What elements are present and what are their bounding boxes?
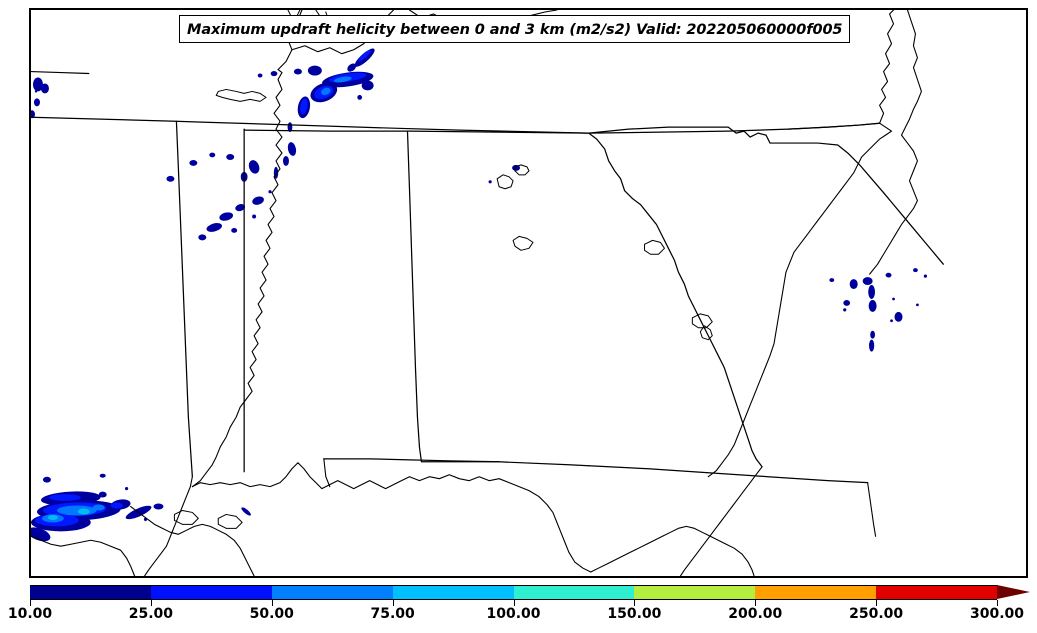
colorbar-tick-label: 150.00: [607, 606, 662, 622]
colorbar-tick: [392, 600, 394, 606]
coastline-texas-louisiana: [31, 535, 136, 576]
border-louisiana-mississippi: [143, 476, 193, 576]
coastline-louisiana-delta: [130, 505, 255, 576]
border-georgia-south-carolina: [588, 132, 763, 468]
colorbar-overflow-arrow: [997, 585, 1030, 599]
colorbar-tick: [150, 600, 152, 606]
coastline-gulf: [191, 462, 755, 576]
coastline-georgia-florida: [679, 466, 763, 576]
coastline-florida-atlantic-upper: [867, 482, 877, 537]
colorbar-tick-label: 100.00: [486, 606, 541, 622]
colorbar-segment: [392, 585, 514, 600]
colorbar-tick: [271, 600, 273, 606]
colorbar-segment: [30, 585, 151, 600]
border-alabama-georgia: [406, 130, 590, 467]
border-arkansas-louisiana-east: [175, 120, 193, 478]
colorbar-tick: [634, 600, 636, 606]
inland-water-features: [173, 10, 713, 529]
colorbar-tick: [876, 600, 878, 606]
map-panel: Maximum updraft helicity between 0 and 3…: [29, 8, 1028, 578]
coastline-chesapeake-west: [879, 10, 895, 124]
data-cell-group-isolated: [241, 164, 521, 516]
data-cell-group-gulf-coast: [31, 473, 164, 542]
border-tennessee-south: [243, 129, 590, 134]
colorbar-segment: [513, 585, 635, 600]
colorbar-tick-label: 25.00: [128, 606, 174, 622]
data-cell-group-carolina-offshore: [829, 268, 927, 352]
border-florida-north-west: [323, 458, 500, 463]
border-virginia-north-carolina: [787, 122, 881, 130]
colorbar-tick-label: 10.00: [7, 606, 53, 622]
colorbar-segment: [271, 585, 393, 600]
colorbar-tick-label: 250.00: [849, 606, 904, 622]
colorbar-tick: [755, 600, 757, 606]
figure-title-box: Maximum updraft helicity between 0 and 3…: [179, 15, 851, 43]
border-florida-west: [323, 458, 331, 488]
colorbar-segment: [634, 585, 756, 600]
colorbar-gradient: [30, 585, 997, 600]
colorbar-tick-label: 75.00: [370, 606, 415, 622]
border-tennessee-north: [31, 116, 881, 134]
helicity-data-layer: [31, 16, 927, 542]
coastline-carolina-inner: [707, 122, 893, 478]
colorbar-tick: [513, 600, 515, 606]
colorbar-tick-label: 300.00: [969, 606, 1025, 622]
data-cell-group-tennessee: [257, 16, 455, 133]
colorbar-segment: [150, 585, 272, 600]
border-florida-georgia: [588, 465, 869, 484]
data-cell-group-mississippi: [166, 142, 297, 241]
figure-title-text: Maximum updraft helicity between 0 and 3…: [187, 22, 843, 38]
map-canvas: [31, 10, 944, 576]
data-cell-group-northwest: [31, 77, 49, 119]
border-north-carolina-south-carolina: [588, 126, 944, 265]
colorbar-tick: [30, 600, 31, 606]
colorbar-segment: [876, 585, 997, 600]
coastline-outer-banks: [869, 10, 922, 275]
border-mississippi-river: [191, 69, 283, 488]
colorbar-tick-label: 50.00: [249, 606, 294, 622]
colorbar: 10.00 25.00 50.00 75.00 100.00 150.00 200.00 25…: [0, 578, 1037, 633]
border-arkansas-north: [31, 70, 90, 75]
colorbar-tick-label: 200.00: [728, 606, 783, 622]
colorbar-tick: [997, 600, 998, 606]
colorbar-segment: [755, 585, 877, 600]
geography-layer: [31, 10, 944, 576]
